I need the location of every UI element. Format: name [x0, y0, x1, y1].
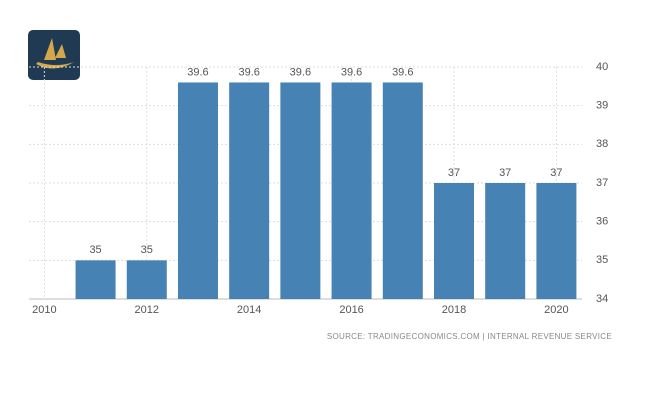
bar [382, 82, 423, 299]
y-tick-label: 37 [596, 177, 608, 189]
x-tick-label: 2010 [32, 304, 56, 316]
value-label: 39.6 [392, 66, 413, 78]
y-tick-label: 36 [596, 216, 608, 228]
x-tick-label: 2020 [544, 304, 568, 316]
x-tick-label: 2016 [339, 304, 363, 316]
bar [280, 82, 321, 299]
bar [177, 82, 218, 299]
value-label: 37 [448, 167, 460, 179]
bar [536, 183, 577, 299]
value-label: 37 [499, 167, 511, 179]
bar [229, 82, 270, 299]
bar [485, 183, 526, 299]
y-tick-label: 39 [596, 100, 608, 112]
y-tick-label: 34 [596, 293, 608, 305]
source: SOURCE: TRADINGECONOMICS.COM | INTERNAL … [327, 332, 612, 341]
logo [28, 30, 80, 80]
value-label: 39.6 [341, 66, 362, 78]
value-label: 39.6 [238, 66, 259, 78]
bar [433, 183, 474, 299]
y-tick-label: 35 [596, 254, 608, 266]
bar [75, 260, 116, 299]
x-tick-label: 2018 [442, 304, 466, 316]
value-label: 35 [141, 244, 153, 256]
y-tick-label: 40 [596, 61, 608, 73]
value-label: 37 [550, 167, 562, 179]
bar [331, 82, 372, 299]
value-label: 39.6 [187, 66, 208, 78]
x-tick-label: 2014 [237, 304, 261, 316]
x-tick-label: 2012 [135, 304, 159, 316]
value-label: 39.6 [290, 66, 311, 78]
value-label: 35 [89, 244, 101, 256]
y-tick-label: 38 [596, 138, 608, 150]
bar [126, 260, 167, 299]
